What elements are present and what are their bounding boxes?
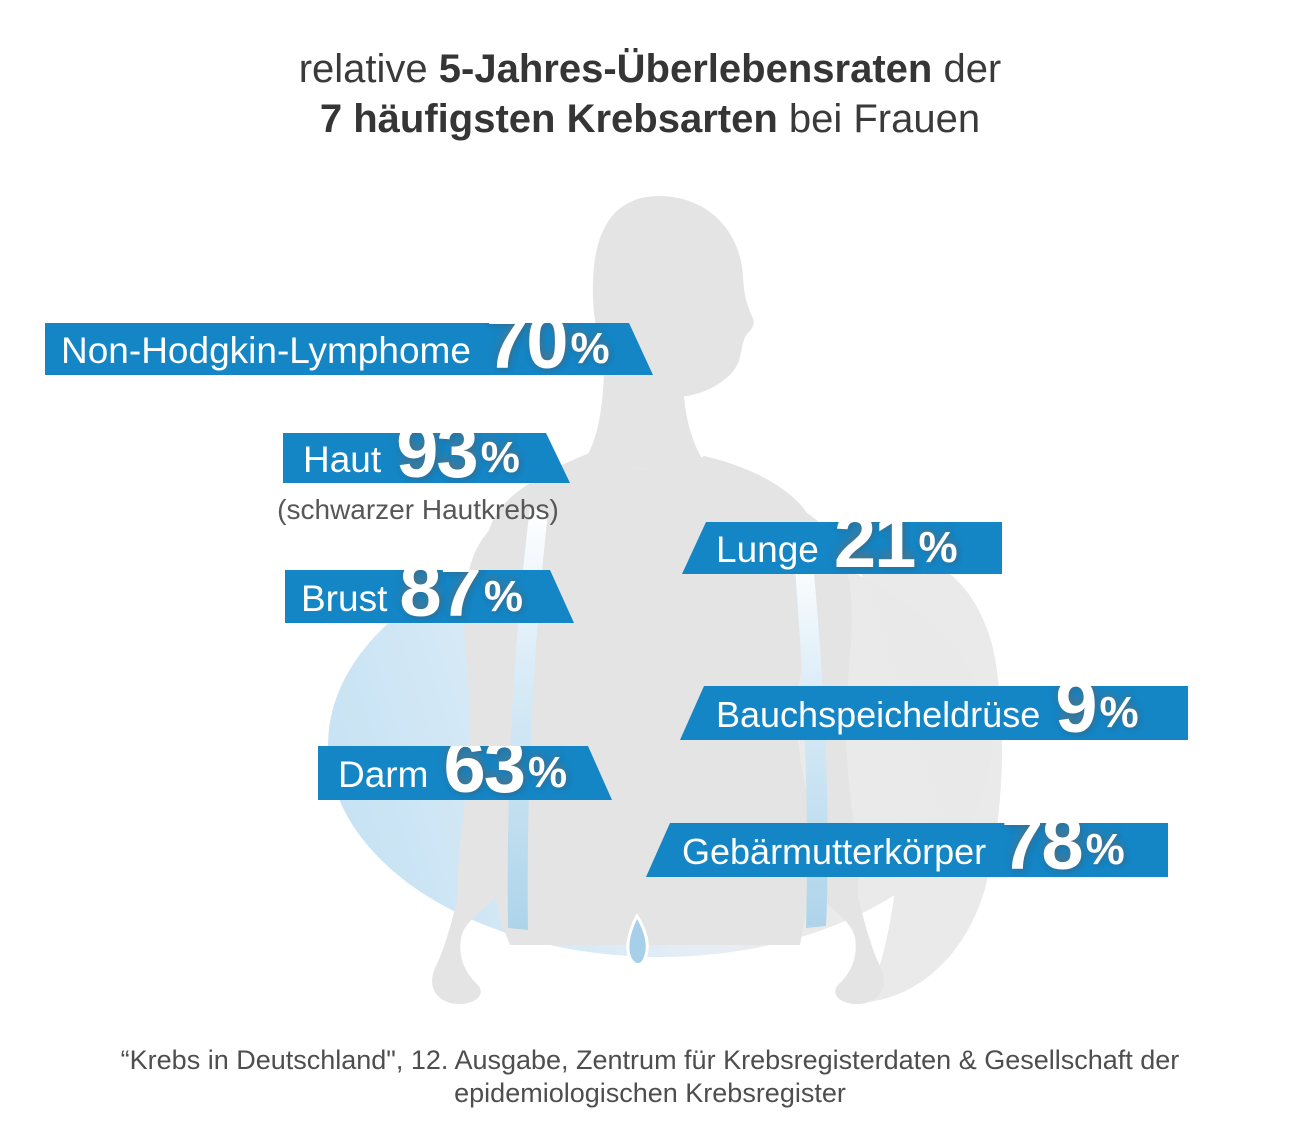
title-line-2: 7 häufigsten Krebsarten bei Frauen	[319, 97, 981, 141]
haut-caption: (schwarzer Hautkrebs)	[277, 494, 559, 525]
banner-label: Haut	[303, 439, 382, 480]
banner-value: 9	[1055, 664, 1097, 749]
banner-darm: Darm 63 %	[318, 746, 612, 800]
percent-sign: %	[483, 571, 524, 621]
source-line-1: “Krebs in Deutschland", 12. Ausgabe, Zen…	[120, 1045, 1180, 1075]
title-line-1: relative 5-Jahres-Überlebensraten der	[298, 47, 1002, 91]
percent-sign: %	[570, 324, 610, 373]
pelvis-teardrop	[626, 912, 649, 967]
banner-label: Non-Hodgkin-Lymphome	[61, 330, 471, 371]
percent-sign: %	[528, 748, 568, 797]
banner-bauchspeicheldruese: Bauchspeicheldrüse 9 %	[680, 686, 1188, 740]
banner-non-hodgkin-lymphome: Non-Hodgkin-Lymphome 70 %	[45, 323, 653, 375]
banner-value: 78	[1001, 801, 1084, 886]
banner-lunge: Lunge 21 %	[682, 522, 1002, 574]
banner-label: Lunge	[716, 529, 819, 570]
banner-brust: Brust 87 %	[285, 570, 574, 623]
percent-sign: %	[1099, 688, 1139, 737]
page-title: relative 5-Jahres-Überlebensraten der 7 …	[0, 44, 1300, 144]
banner-label: Brust	[301, 577, 388, 619]
banner-value: 21	[833, 499, 917, 584]
banner-label: Bauchspeicheldrüse	[716, 694, 1041, 735]
percent-sign: %	[480, 433, 520, 482]
banner-haut: Haut 93 %	[283, 433, 570, 483]
source-line-2: epidemiologischen Krebsregister	[454, 1078, 846, 1108]
percent-sign: %	[918, 523, 958, 572]
torso	[483, 452, 821, 945]
banner-label: Darm	[338, 754, 429, 795]
percent-sign: %	[1085, 825, 1125, 874]
banner-label: Gebärmutterkörper	[682, 831, 987, 872]
banner-gebaermutterkoerper: Gebärmutterkörper 78 %	[646, 823, 1168, 877]
source-citation: “Krebs in Deutschland", 12. Ausgabe, Zen…	[0, 1044, 1300, 1110]
